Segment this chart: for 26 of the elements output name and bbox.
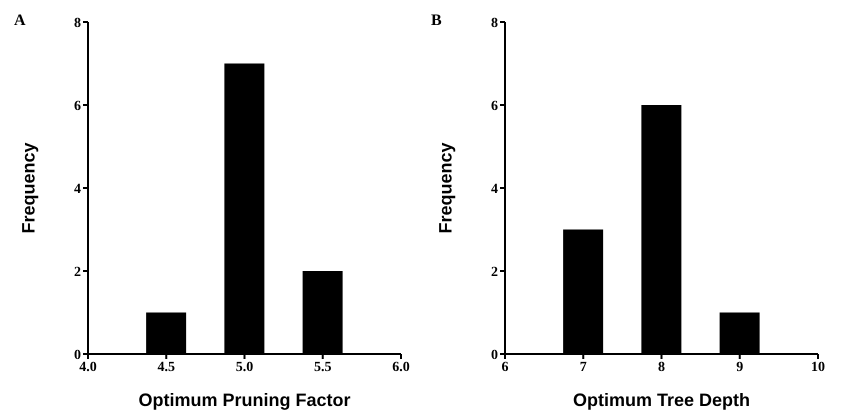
- x-tick-label: 9: [736, 360, 744, 375]
- x-tick-label: 7: [580, 360, 587, 375]
- y-tick-label: 4: [74, 182, 81, 197]
- x-tick-label: 6.0: [392, 360, 410, 375]
- y-tick-label: 8: [74, 16, 81, 31]
- x-tick-label: 6: [502, 360, 508, 375]
- y-tick-label: 6: [74, 98, 81, 114]
- y-axis-title: Frequency: [435, 142, 456, 234]
- chart-title: A: [14, 12, 26, 30]
- x-tick-label: 8: [658, 360, 665, 375]
- x-tick-label: 5.5: [314, 360, 332, 375]
- x-tick-label: 10: [811, 360, 825, 375]
- x-axis-title: Optimum Tree Depth: [572, 390, 750, 410]
- y-tick-label: 2: [491, 264, 498, 280]
- x-tick-label: 4.0: [79, 360, 97, 375]
- y-tick-label: 6: [491, 98, 498, 114]
- y-tick-label: 2: [74, 264, 81, 280]
- y-tick-label: 4: [491, 182, 498, 197]
- y-axis-title: Frequency: [18, 142, 38, 234]
- x-tick-label: 5.0: [236, 360, 254, 375]
- y-tick-label: 8: [491, 16, 498, 31]
- x-axis-title: Optimum Pruning Factor: [138, 390, 351, 410]
- chart-title: B: [431, 12, 442, 30]
- x-tick-label: 4.5: [158, 360, 175, 375]
- y-tick-label: 0: [74, 348, 81, 363]
- y-tick-label: 0: [491, 348, 498, 363]
